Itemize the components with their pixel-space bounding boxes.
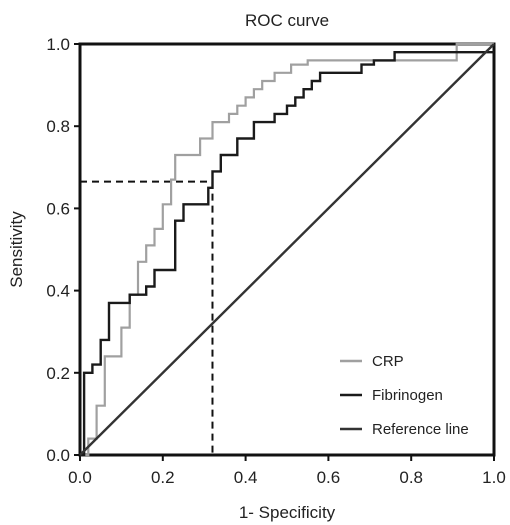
x-tick-label: 0.8 [399, 468, 423, 487]
y-tick-label: 0.8 [46, 117, 70, 136]
y-tick-label: 0.6 [46, 199, 70, 218]
axis-ticks: 0.0 0.2 0.4 0.6 0.8 1.0 0.0 0.2 0.4 0.6 0.8 1.0 [46, 35, 505, 487]
x-tick-label: 1.0 [482, 468, 506, 487]
y-tick-label: 1.0 [46, 35, 70, 54]
legend: CRP Fibrinogen Reference line [340, 353, 469, 438]
y-axis-title: Sensitivity [7, 211, 26, 288]
series-fibrinogen-line [80, 51, 494, 457]
x-tick-label: 0.4 [234, 468, 258, 487]
series-reference-line [79, 43, 495, 456]
x-axis-title: 1- Specificity [239, 503, 336, 522]
plot-border [78, 42, 496, 457]
series-crp-line [80, 42, 494, 457]
legend-label: CRP [372, 353, 404, 370]
legend-label: Reference line [372, 421, 469, 438]
y-tick-label: 0.2 [46, 364, 70, 383]
legend-label: Fibrinogen [372, 387, 443, 404]
cutoff-annotation [80, 180, 214, 455]
y-tick-label: 0.4 [46, 282, 70, 301]
series-group [79, 42, 495, 457]
x-tick-label: 0.6 [317, 468, 341, 487]
plot-frame [78, 42, 496, 457]
y-tick-label: 0.0 [46, 446, 70, 465]
chart-title: ROC curve [245, 11, 329, 30]
x-tick-label: 0.0 [68, 468, 92, 487]
x-tick-label: 0.2 [151, 468, 175, 487]
